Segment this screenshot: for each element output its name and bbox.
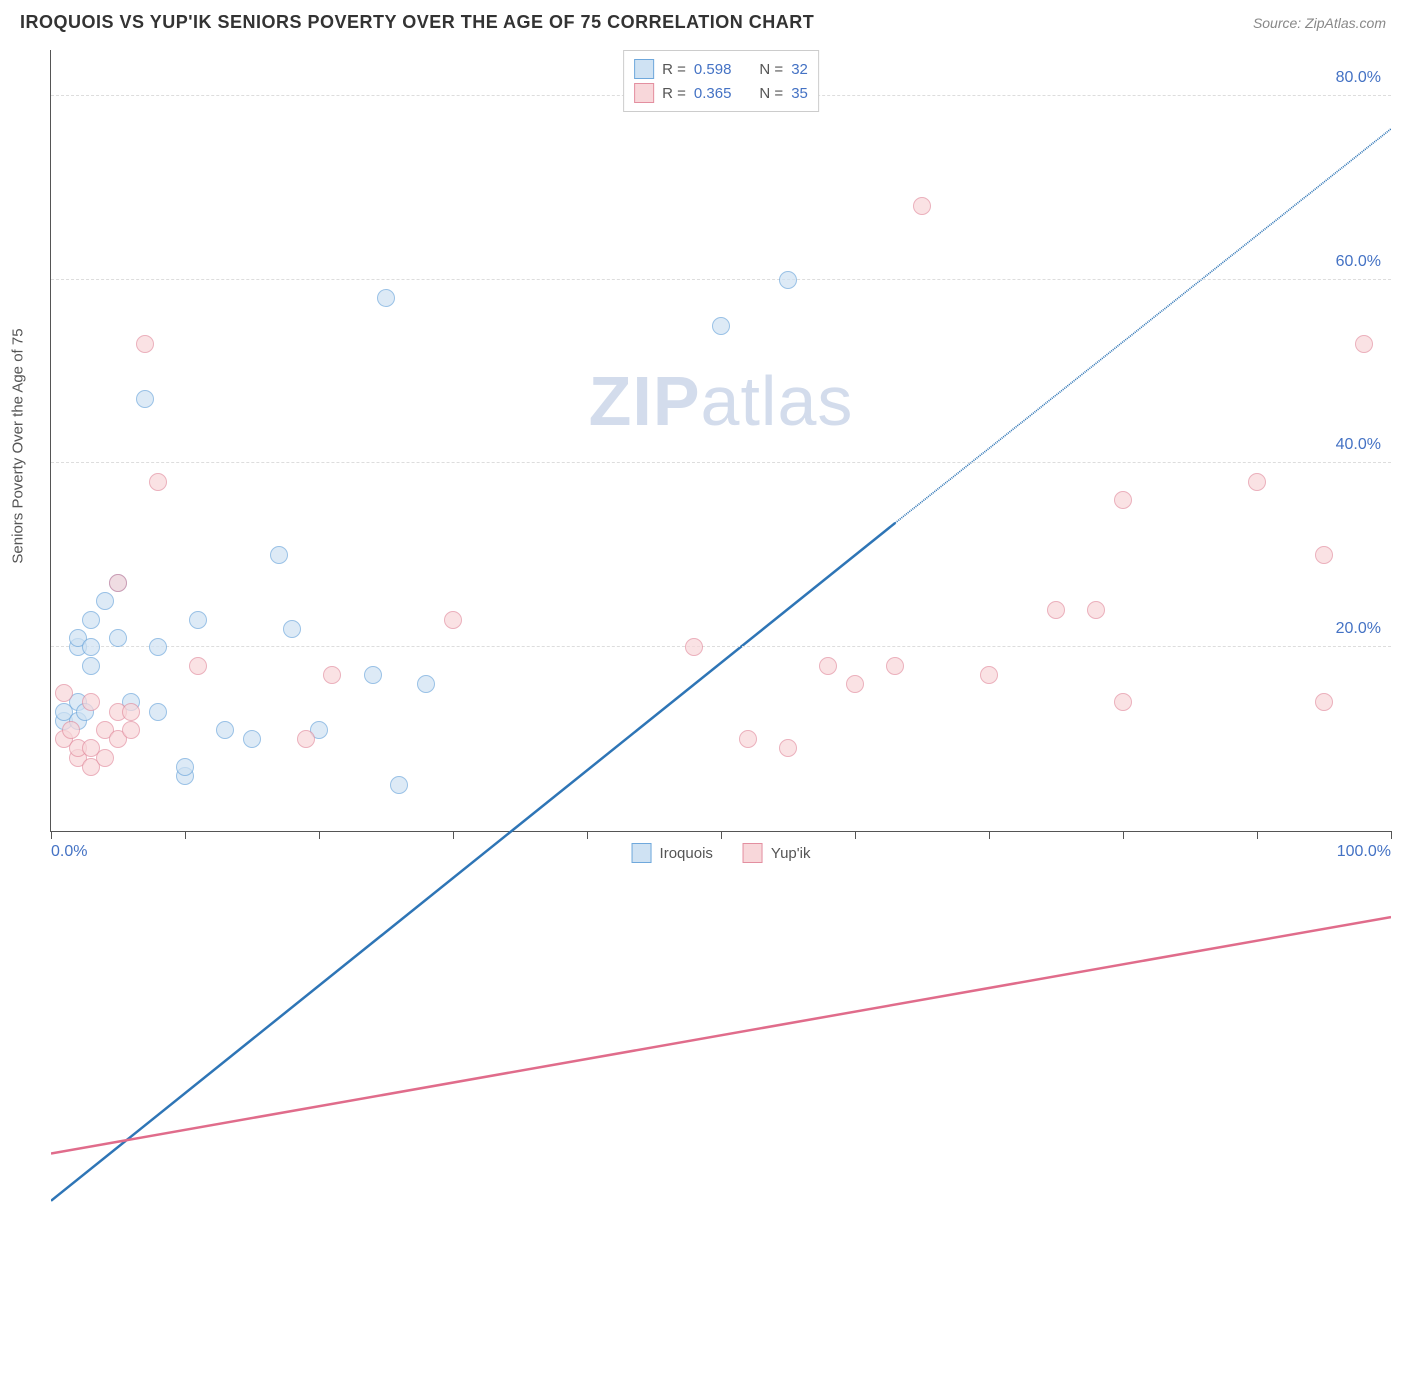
scatter-point (136, 390, 154, 408)
legend-row: R = 0.365 N = 35 (634, 81, 808, 105)
chart-source: Source: ZipAtlas.com (1253, 15, 1386, 31)
chart-plot-area: ZIPatlas R =0.598N =32R =0.365N =35 0.0%… (50, 50, 1391, 832)
legend-series-name: Iroquois (660, 845, 713, 862)
scatter-point (1315, 546, 1333, 564)
scatter-point (189, 611, 207, 629)
legend-series-item: Yup'ik (743, 843, 811, 863)
scatter-point (96, 749, 114, 767)
trendlines-svg (51, 50, 1391, 1390)
scatter-point (136, 335, 154, 353)
scatter-point (149, 638, 167, 656)
scatter-point (149, 473, 167, 491)
scatter-point (980, 666, 998, 684)
legend-r-label: R = (662, 61, 686, 78)
x-tick (319, 831, 320, 839)
scatter-point (444, 611, 462, 629)
scatter-point (82, 638, 100, 656)
legend-r-label: R = (662, 85, 686, 102)
chart-title: IROQUOIS VS YUP'IK SENIORS POVERTY OVER … (20, 12, 814, 33)
x-tick (185, 831, 186, 839)
scatter-point (846, 675, 864, 693)
scatter-point (913, 197, 931, 215)
x-tick (855, 831, 856, 839)
gridline (51, 646, 1391, 647)
scatter-point (297, 730, 315, 748)
scatter-point (377, 289, 395, 307)
scatter-point (417, 675, 435, 693)
x-tick (51, 831, 52, 839)
legend-r-value: 0.365 (694, 85, 732, 102)
scatter-point (176, 758, 194, 776)
legend-correlation: R = 0.598 N = 32 R = 0.365 N = 35 (623, 50, 819, 112)
legend-series: Iroquois Yup'ik (632, 843, 811, 863)
scatter-point (685, 638, 703, 656)
scatter-point (819, 657, 837, 675)
gridline (51, 279, 1391, 280)
scatter-point (1114, 693, 1132, 711)
scatter-point (779, 271, 797, 289)
scatter-point (109, 629, 127, 647)
scatter-point (1047, 601, 1065, 619)
legend-swatch (634, 59, 654, 79)
scatter-point (270, 546, 288, 564)
scatter-point (82, 693, 100, 711)
legend-series-item: Iroquois (632, 843, 713, 863)
x-tick (587, 831, 588, 839)
scatter-point (1355, 335, 1373, 353)
legend-series-name: Yup'ik (771, 845, 811, 862)
y-tick-label: 40.0% (1336, 436, 1381, 454)
scatter-point (243, 730, 261, 748)
x-tick (1257, 831, 1258, 839)
scatter-point (82, 611, 100, 629)
x-tick (453, 831, 454, 839)
scatter-point (96, 592, 114, 610)
scatter-point (216, 721, 234, 739)
scatter-point (1087, 601, 1105, 619)
legend-swatch (634, 83, 654, 103)
scatter-point (1114, 491, 1132, 509)
legend-row: R = 0.598 N = 32 (634, 57, 808, 81)
x-tick (721, 831, 722, 839)
y-tick-label: 20.0% (1336, 620, 1381, 638)
legend-n-value: 32 (791, 61, 808, 78)
legend-swatch (743, 843, 763, 863)
x-axis-min-label: 0.0% (51, 843, 87, 861)
x-tick (1391, 831, 1392, 839)
scatter-point (1248, 473, 1266, 491)
legend-r-value: 0.598 (694, 61, 732, 78)
x-tick (989, 831, 990, 839)
legend-n-label: N = (759, 85, 783, 102)
y-axis-label: Seniors Poverty Over the Age of 75 (10, 328, 27, 563)
scatter-point (1315, 693, 1333, 711)
scatter-point (109, 574, 127, 592)
legend-n-value: 35 (791, 85, 808, 102)
gridline (51, 462, 1391, 463)
watermark: ZIPatlas (589, 361, 854, 441)
y-tick-label: 60.0% (1336, 253, 1381, 271)
scatter-point (189, 657, 207, 675)
legend-n-label: N = (759, 61, 783, 78)
scatter-point (55, 684, 73, 702)
legend-swatch (632, 843, 652, 863)
scatter-point (82, 657, 100, 675)
scatter-point (149, 703, 167, 721)
scatter-point (323, 666, 341, 684)
x-axis-max-label: 100.0% (1337, 843, 1391, 861)
scatter-point (62, 721, 80, 739)
scatter-point (886, 657, 904, 675)
scatter-point (122, 721, 140, 739)
x-tick (1123, 831, 1124, 839)
scatter-point (739, 730, 757, 748)
scatter-point (122, 703, 140, 721)
scatter-point (779, 739, 797, 757)
y-tick-label: 80.0% (1336, 69, 1381, 87)
scatter-point (712, 317, 730, 335)
scatter-point (283, 620, 301, 638)
scatter-point (390, 776, 408, 794)
scatter-point (364, 666, 382, 684)
